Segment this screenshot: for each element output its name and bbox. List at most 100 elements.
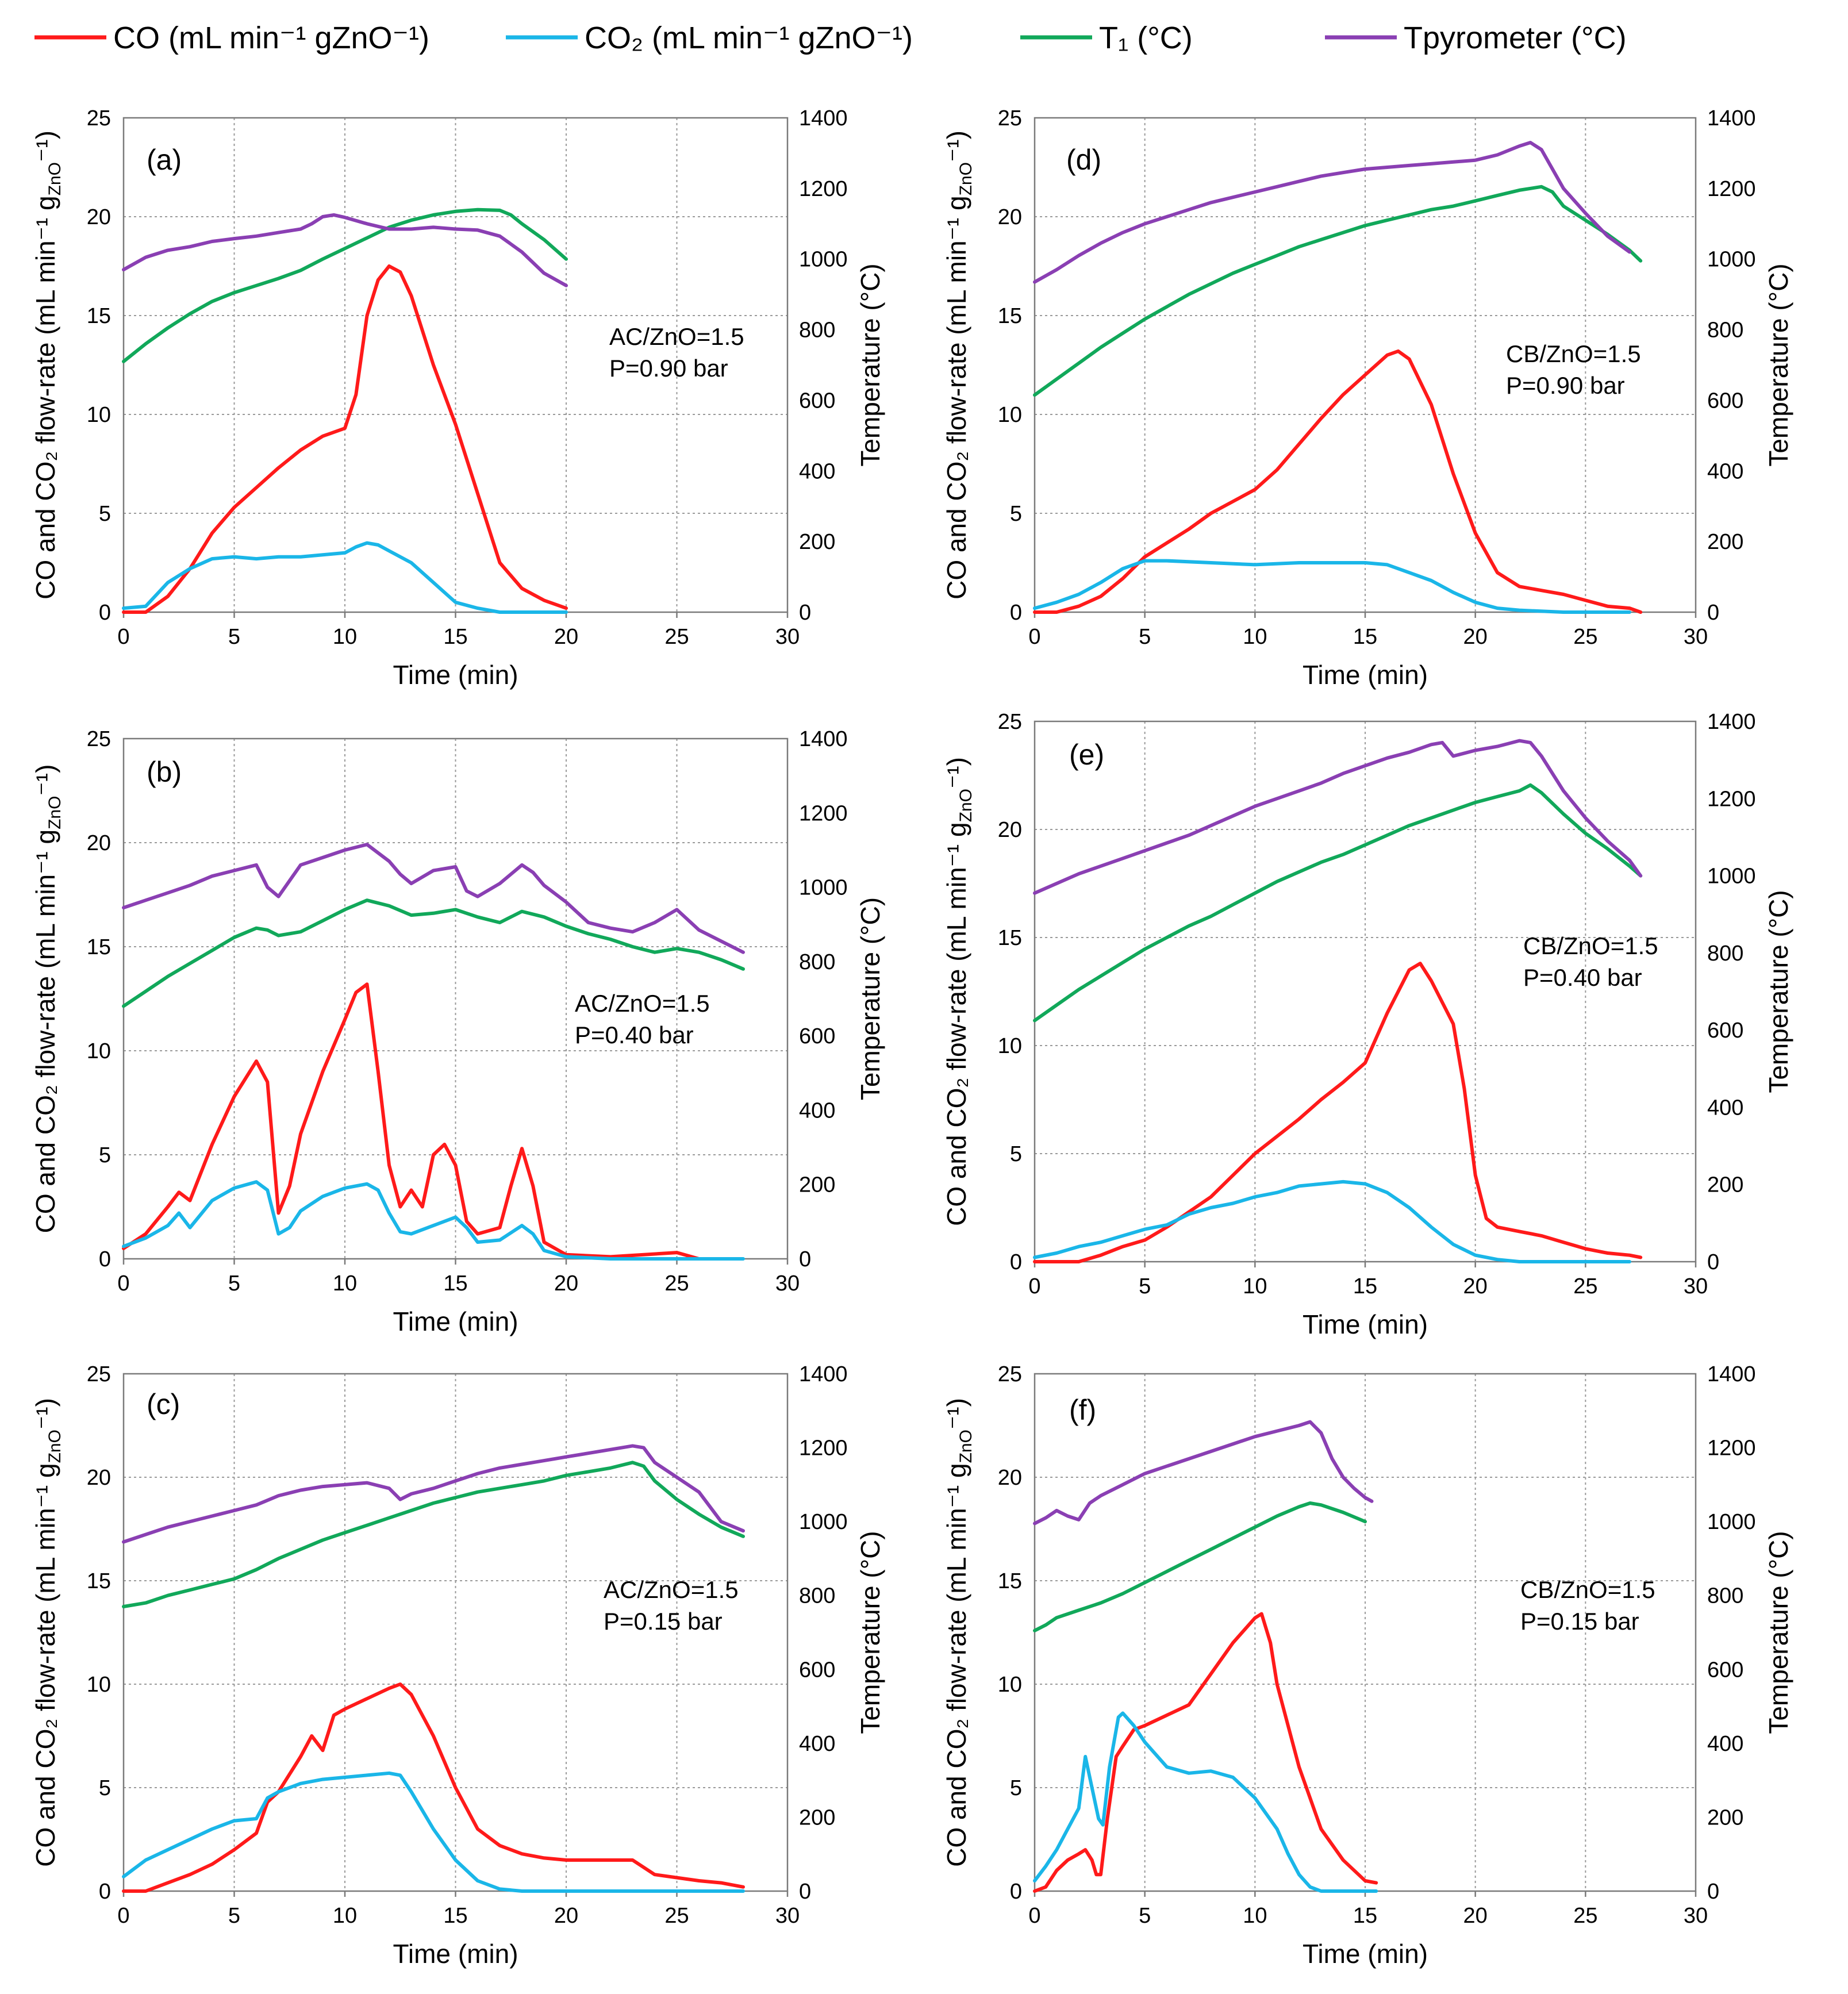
y-right-tick-label: 1000 bbox=[799, 248, 848, 272]
x-tick-label: 25 bbox=[1573, 625, 1597, 649]
y-left-tick-label: 15 bbox=[998, 1569, 1022, 1593]
y-right-axis-label: Temperature (°C) bbox=[1764, 263, 1793, 466]
x-tick-label: 5 bbox=[228, 625, 240, 649]
x-tick-label: 15 bbox=[443, 1271, 467, 1296]
y-right-tick-label: 600 bbox=[799, 389, 835, 413]
x-tick-label: 30 bbox=[1684, 1904, 1708, 1928]
panel-label: (d) bbox=[1066, 144, 1101, 176]
series-line-co bbox=[122, 1682, 745, 1893]
y-right-tick-label: 0 bbox=[799, 601, 811, 625]
y-left-tick-label: 10 bbox=[87, 1673, 111, 1697]
y-right-tick-label: 1000 bbox=[1707, 248, 1756, 272]
y-left-tick-label: 5 bbox=[1010, 502, 1022, 526]
y-right-tick-label: 800 bbox=[1707, 318, 1743, 343]
y-right-tick-label: 1400 bbox=[1707, 1362, 1756, 1386]
y-left-tick-label: 10 bbox=[998, 1673, 1022, 1697]
condition-annotation: P=0.90 bar bbox=[609, 355, 728, 382]
y-right-tick-label: 1000 bbox=[1707, 865, 1756, 889]
condition-annotation: P=0.90 bar bbox=[1506, 372, 1625, 399]
y-right-tick-label: 1400 bbox=[1707, 710, 1756, 734]
x-tick-label: 20 bbox=[554, 1271, 578, 1296]
x-tick-label: 0 bbox=[1028, 625, 1040, 649]
y-left-tick-label: 15 bbox=[87, 1569, 111, 1593]
y-right-axis-label: Temperature (°C) bbox=[1764, 1531, 1793, 1734]
x-tick-label: 0 bbox=[1028, 1904, 1040, 1928]
y-right-tick-label: 0 bbox=[1707, 1250, 1719, 1274]
series-line-t1 bbox=[122, 208, 568, 363]
y-right-tick-label: 400 bbox=[1707, 1096, 1743, 1120]
condition-annotation: CB/ZnO=1.5 bbox=[1520, 1576, 1655, 1603]
y-left-tick-label: 5 bbox=[99, 502, 111, 526]
series-line-co2 bbox=[1033, 559, 1631, 614]
x-axis-label: Time (min) bbox=[393, 1939, 518, 1969]
y-left-tick-label: 20 bbox=[998, 818, 1022, 842]
x-tick-label: 25 bbox=[664, 625, 689, 649]
x-tick-label: 25 bbox=[664, 1904, 689, 1928]
x-tick-label: 5 bbox=[228, 1904, 240, 1928]
x-tick-label: 20 bbox=[1463, 1274, 1488, 1298]
condition-annotation: AC/ZnO=1.5 bbox=[575, 990, 710, 1017]
y-left-tick-label: 20 bbox=[998, 1466, 1022, 1490]
y-right-axis-label: Temperature (°C) bbox=[855, 1531, 885, 1734]
x-tick-label: 0 bbox=[117, 625, 129, 649]
series-line-t1 bbox=[122, 1461, 745, 1608]
legend-label-tpyro: Tpyrometer (°C) bbox=[1404, 21, 1627, 55]
y-right-tick-label: 200 bbox=[1707, 1805, 1743, 1830]
y-right-tick-label: 1200 bbox=[1707, 177, 1756, 201]
y-right-tick-label: 400 bbox=[1707, 1732, 1743, 1756]
series-line-tpyro bbox=[1033, 1420, 1374, 1526]
y-left-tick-label: 25 bbox=[87, 1362, 111, 1386]
chart-panel-f: 0 5 10 15 20 25 300510152025020040060080010001… bbox=[942, 1362, 1793, 1969]
y-right-tick-label: 600 bbox=[799, 1658, 835, 1682]
y-right-tick-label: 1400 bbox=[1707, 106, 1756, 130]
y-left-tick-label: 0 bbox=[1010, 1250, 1022, 1274]
x-tick-label: 10 bbox=[333, 1904, 357, 1928]
series-line-co bbox=[122, 982, 701, 1261]
y-right-tick-label: 600 bbox=[1707, 389, 1743, 413]
y-left-axis-label: CO and CO₂ flow-rate (mL min⁻¹ gZnO⁻¹) bbox=[30, 764, 64, 1234]
y-left-tick-label: 20 bbox=[87, 831, 111, 855]
y-left-axis-label: CO and CO₂ flow-rate (mL min⁻¹ gZnO⁻¹) bbox=[942, 1398, 975, 1867]
y-right-tick-label: 200 bbox=[1707, 530, 1743, 554]
y-left-tick-label: 25 bbox=[998, 1362, 1022, 1386]
y-left-tick-label: 15 bbox=[87, 304, 111, 328]
y-left-tick-label: 0 bbox=[99, 1247, 111, 1271]
y-right-axis-label: Temperature (°C) bbox=[855, 263, 885, 466]
y-right-tick-label: 200 bbox=[799, 530, 835, 554]
x-axis-label: Time (min) bbox=[1303, 1939, 1428, 1969]
series-line-co2 bbox=[1033, 1180, 1631, 1263]
series-line-co bbox=[1033, 962, 1643, 1263]
x-axis-label: Time (min) bbox=[393, 660, 518, 690]
y-left-tick-label: 15 bbox=[998, 926, 1022, 950]
y-left-axis-label: CO and CO₂ flow-rate (mL min⁻¹ gZnO⁻¹) bbox=[30, 130, 64, 600]
y-left-tick-label: 20 bbox=[87, 205, 111, 229]
y-right-tick-label: 800 bbox=[1707, 1584, 1743, 1608]
panel-label: (a) bbox=[147, 144, 182, 176]
series-line-tpyro bbox=[122, 843, 745, 954]
series-line-co2 bbox=[122, 541, 568, 614]
panel-label: (c) bbox=[147, 1388, 180, 1420]
y-left-tick-label: 10 bbox=[87, 1039, 111, 1063]
condition-annotation: P=0.15 bar bbox=[1520, 1608, 1639, 1635]
y-right-axis-label: Temperature (°C) bbox=[1764, 890, 1793, 1093]
x-tick-label: 0 bbox=[117, 1904, 129, 1928]
condition-annotation: P=0.40 bar bbox=[575, 1021, 694, 1048]
series-line-tpyro bbox=[122, 1444, 745, 1544]
x-tick-label: 20 bbox=[1463, 625, 1488, 649]
y-right-tick-label: 1400 bbox=[799, 1362, 848, 1386]
y-left-tick-label: 25 bbox=[87, 106, 111, 130]
y-left-tick-label: 0 bbox=[99, 1880, 111, 1904]
y-right-tick-label: 600 bbox=[1707, 1658, 1743, 1682]
chart-panel-a: 0 5 10 15 20 25 300510152025020040060080010001… bbox=[30, 106, 885, 690]
x-tick-label: 10 bbox=[1243, 1904, 1267, 1928]
condition-annotation: CB/ZnO=1.5 bbox=[1506, 340, 1641, 367]
x-tick-label: 0 bbox=[1028, 1274, 1040, 1298]
y-left-tick-label: 10 bbox=[998, 1034, 1022, 1058]
y-right-tick-label: 200 bbox=[799, 1173, 835, 1197]
y-left-tick-label: 25 bbox=[87, 727, 111, 751]
y-right-tick-label: 0 bbox=[799, 1880, 811, 1904]
x-tick-label: 25 bbox=[1573, 1904, 1597, 1928]
x-tick-label: 30 bbox=[775, 1904, 800, 1928]
x-tick-label: 0 bbox=[117, 1271, 129, 1296]
y-right-tick-label: 0 bbox=[799, 1247, 811, 1271]
